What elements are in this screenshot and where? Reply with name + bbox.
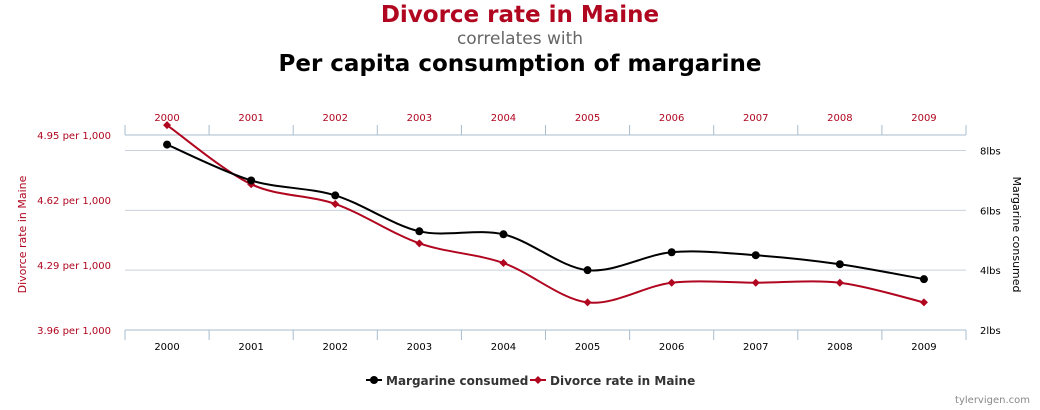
bottom-x-tick-label: 2007 <box>743 342 768 353</box>
divorce-point <box>415 239 424 248</box>
divorce-point <box>751 278 760 287</box>
divorce-point <box>667 278 676 287</box>
top-x-tick-label: 2009 <box>911 113 936 124</box>
left-y-tick-label: 4.95 per 1,000 <box>37 131 111 142</box>
margarine-point <box>919 275 928 284</box>
divorce-point <box>583 298 592 307</box>
divorce-line <box>166 124 925 304</box>
divorce-point <box>835 278 844 287</box>
bottom-x-tick-label: 2008 <box>827 342 852 353</box>
top-x-tick-label: 2002 <box>323 113 348 124</box>
bottom-x-tick-label: 2000 <box>154 342 179 353</box>
credit-text[interactable]: tylervigen.com <box>955 395 1030 406</box>
left-axis-title: Divorce rate in Maine <box>16 175 29 293</box>
margarine-point <box>667 248 676 257</box>
bottom-x-tick-label: 2006 <box>659 342 684 353</box>
legend-margarine-label: Margarine consumed <box>386 374 528 388</box>
right-y-tick-label: 8lbs <box>980 147 1001 158</box>
top-x-tick-label: 2004 <box>491 113 516 124</box>
divorce-point <box>919 298 928 307</box>
legend-divorce-marker <box>534 376 542 384</box>
top-x-tick-label: 2008 <box>827 113 852 124</box>
primary-title: Divorce rate in Maine <box>380 2 660 28</box>
right-y-tick-label: 2lbs <box>980 326 1001 337</box>
margarine-point <box>835 260 844 269</box>
bottom-x-tick-label: 2001 <box>238 342 263 353</box>
margarine-line <box>166 143 925 281</box>
right-y-tick-label: 4lbs <box>980 266 1001 277</box>
top-x-tick-label: 2001 <box>238 113 263 124</box>
divorce-point <box>163 121 172 130</box>
divorce-point <box>499 259 508 268</box>
left-y-tick-label: 4.62 per 1,000 <box>37 196 111 207</box>
bottom-x-tick-label: 2005 <box>575 342 600 353</box>
bottom-x-tick-label: 2009 <box>911 342 936 353</box>
margarine-point <box>331 191 340 200</box>
right-axis-title: Margarine consumed <box>1010 176 1023 292</box>
legend-margarine-marker <box>370 376 378 384</box>
divorce-point <box>331 199 340 208</box>
left-y-tick-label: 3.96 per 1,000 <box>37 326 111 337</box>
margarine-point <box>415 227 424 236</box>
top-x-tick-label: 2003 <box>407 113 432 124</box>
connector-text: correlates with <box>456 29 584 49</box>
margarine-point <box>751 251 760 260</box>
margarine-point <box>583 266 592 275</box>
bottom-x-tick-label: 2003 <box>407 342 432 353</box>
margarine-point <box>499 230 508 239</box>
bottom-x-tick-label: 2002 <box>323 342 348 353</box>
secondary-title: Per capita consumption of margarine <box>278 51 762 77</box>
top-x-tick-label: 2000 <box>154 113 179 124</box>
top-x-tick-label: 2005 <box>575 113 600 124</box>
bottom-x-tick-label: 2004 <box>491 342 516 353</box>
top-x-tick-label: 2006 <box>659 113 684 124</box>
top-x-tick-label: 2007 <box>743 113 768 124</box>
legend-divorce-label: Divorce rate in Maine <box>550 374 695 388</box>
right-y-tick-label: 6lbs <box>980 206 1001 217</box>
left-y-tick-label: 4.29 per 1,000 <box>37 261 111 272</box>
margarine-point <box>163 140 172 149</box>
margarine-point <box>247 176 256 185</box>
